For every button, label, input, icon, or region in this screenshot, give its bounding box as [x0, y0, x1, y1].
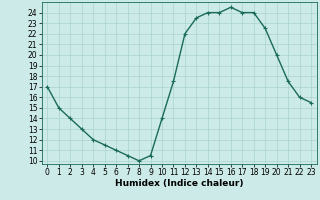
X-axis label: Humidex (Indice chaleur): Humidex (Indice chaleur): [115, 179, 244, 188]
